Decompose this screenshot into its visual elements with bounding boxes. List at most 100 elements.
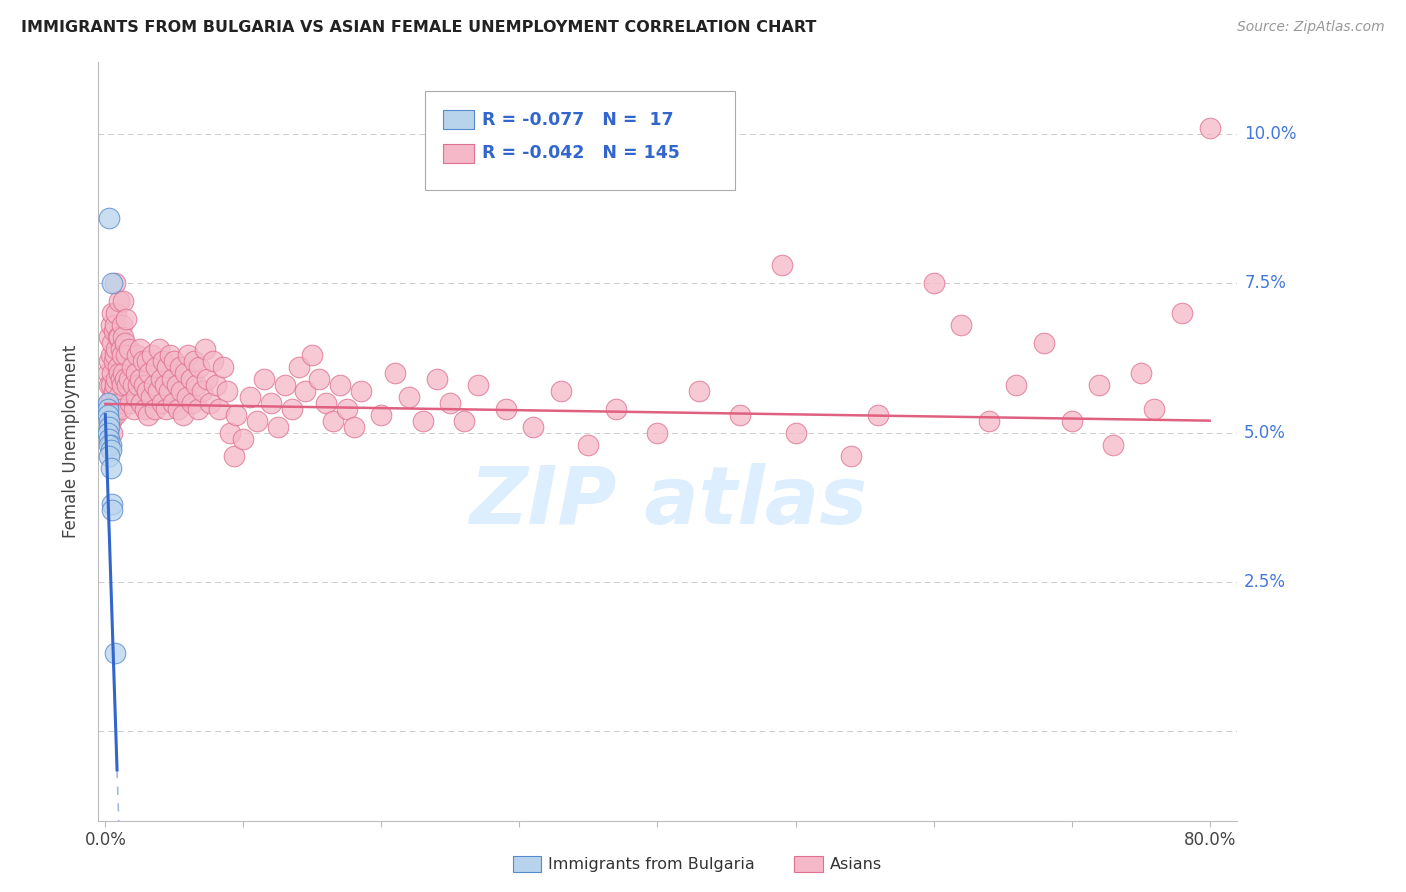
Point [125, 348, 148, 362]
Point [785, 425, 807, 440]
Point [467, 377, 489, 392]
Point [110, 342, 132, 356]
Point [101, 277, 124, 291]
Point [215, 384, 238, 398]
Point [100, 395, 122, 409]
Point [950, 318, 973, 332]
Point [135, 384, 157, 398]
Point [145, 359, 167, 374]
Point [97, 401, 120, 416]
Point [139, 390, 162, 404]
Point [141, 348, 163, 362]
Point [143, 401, 166, 416]
Point [128, 342, 150, 356]
Point [131, 354, 153, 368]
Point [100, 414, 122, 428]
Point [97, 366, 120, 380]
Point [105, 342, 128, 356]
Point [232, 432, 254, 446]
Point [239, 390, 262, 404]
Point [605, 401, 627, 416]
Point [98, 377, 121, 392]
Point [105, 372, 128, 386]
Point [170, 384, 193, 398]
Point [135, 354, 157, 368]
Point [97, 395, 120, 409]
Point [186, 377, 208, 392]
Point [253, 372, 276, 386]
Y-axis label: Female Unemployment: Female Unemployment [62, 345, 80, 538]
Point [110, 372, 132, 386]
Point [1129, 366, 1152, 380]
Point [1005, 377, 1028, 392]
Point [439, 395, 461, 409]
Text: 5.0%: 5.0% [1244, 424, 1286, 442]
Point [120, 395, 142, 409]
Point [453, 414, 475, 428]
Point [117, 377, 139, 392]
Point [218, 425, 240, 440]
Point [1198, 121, 1220, 136]
Point [105, 401, 128, 416]
Point [188, 359, 211, 374]
Point [922, 277, 945, 291]
Point [111, 377, 134, 392]
Point [578, 437, 600, 451]
Point [688, 384, 710, 398]
Point [98, 432, 121, 446]
Point [191, 384, 214, 398]
Text: 7.5%: 7.5% [1244, 275, 1286, 293]
Point [153, 377, 176, 392]
Point [1088, 377, 1111, 392]
Point [101, 336, 124, 351]
Point [770, 259, 793, 273]
Point [125, 390, 148, 404]
Point [100, 461, 122, 475]
Point [110, 401, 132, 416]
Point [107, 359, 129, 374]
Point [495, 401, 517, 416]
Point [105, 306, 128, 320]
Point [839, 450, 862, 464]
Point [121, 359, 143, 374]
Point [100, 443, 122, 458]
Point [142, 377, 165, 392]
Point [124, 401, 146, 416]
Point [155, 401, 177, 416]
Point [412, 414, 434, 428]
Point [246, 414, 269, 428]
Point [134, 401, 156, 416]
Point [98, 395, 121, 409]
Point [112, 330, 135, 344]
Point [172, 408, 194, 422]
Point [103, 408, 125, 422]
Point [104, 277, 127, 291]
Point [148, 342, 170, 356]
Point [287, 359, 309, 374]
Point [180, 372, 202, 386]
Point [98, 354, 121, 368]
Point [1143, 401, 1166, 416]
Point [118, 372, 141, 386]
Point [301, 348, 323, 362]
Text: Source: ZipAtlas.com: Source: ZipAtlas.com [1237, 20, 1385, 34]
Text: R = -0.077   N =  17: R = -0.077 N = 17 [482, 111, 673, 128]
Point [103, 324, 125, 338]
Point [169, 359, 191, 374]
Point [370, 408, 392, 422]
Text: IMMIGRANTS FROM BULGARIA VS ASIAN FEMALE UNEMPLOYMENT CORRELATION CHART: IMMIGRANTS FROM BULGARIA VS ASIAN FEMALE… [21, 20, 817, 35]
Point [104, 348, 127, 362]
Point [98, 211, 121, 225]
Point [118, 342, 141, 356]
Point [1102, 437, 1125, 451]
Point [350, 384, 373, 398]
Point [132, 377, 155, 392]
Point [162, 395, 184, 409]
Point [108, 294, 131, 309]
Point [111, 318, 134, 332]
Point [1060, 414, 1083, 428]
Point [177, 348, 200, 362]
Point [647, 425, 669, 440]
Point [157, 384, 180, 398]
Point [107, 330, 129, 344]
